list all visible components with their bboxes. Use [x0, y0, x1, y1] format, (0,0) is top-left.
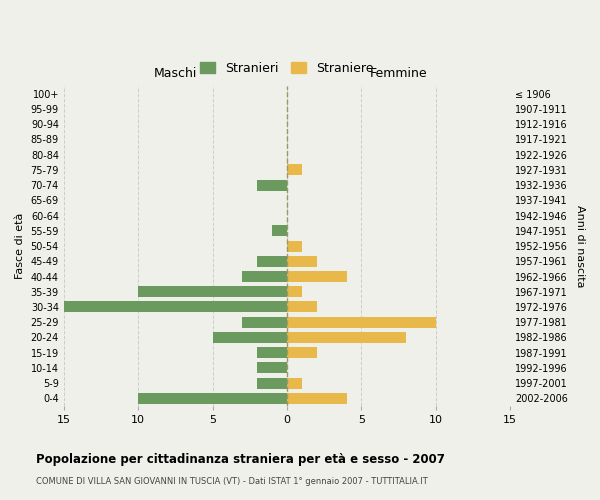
- Bar: [287, 378, 302, 388]
- Bar: [287, 240, 302, 252]
- Text: Maschi: Maschi: [154, 67, 197, 80]
- Bar: [257, 362, 287, 374]
- Bar: [287, 164, 302, 175]
- Bar: [257, 256, 287, 267]
- Bar: [287, 302, 317, 312]
- Bar: [287, 271, 347, 282]
- Bar: [242, 271, 287, 282]
- Bar: [64, 302, 287, 312]
- Y-axis label: Fasce di età: Fasce di età: [15, 213, 25, 279]
- Bar: [287, 347, 317, 358]
- Bar: [138, 393, 287, 404]
- Text: Femmine: Femmine: [370, 67, 427, 80]
- Bar: [257, 378, 287, 388]
- Bar: [287, 393, 347, 404]
- Y-axis label: Anni di nascita: Anni di nascita: [575, 205, 585, 288]
- Bar: [242, 316, 287, 328]
- Bar: [287, 256, 317, 267]
- Legend: Stranieri, Straniere: Stranieri, Straniere: [196, 57, 379, 80]
- Text: COMUNE DI VILLA SAN GIOVANNI IN TUSCIA (VT) - Dati ISTAT 1° gennaio 2007 - TUTTI: COMUNE DI VILLA SAN GIOVANNI IN TUSCIA (…: [36, 478, 428, 486]
- Text: Popolazione per cittadinanza straniera per età e sesso - 2007: Popolazione per cittadinanza straniera p…: [36, 452, 445, 466]
- Bar: [287, 316, 436, 328]
- Bar: [138, 286, 287, 297]
- Bar: [287, 332, 406, 343]
- Bar: [287, 286, 302, 297]
- Bar: [257, 347, 287, 358]
- Bar: [212, 332, 287, 343]
- Bar: [257, 180, 287, 190]
- Bar: [272, 226, 287, 236]
